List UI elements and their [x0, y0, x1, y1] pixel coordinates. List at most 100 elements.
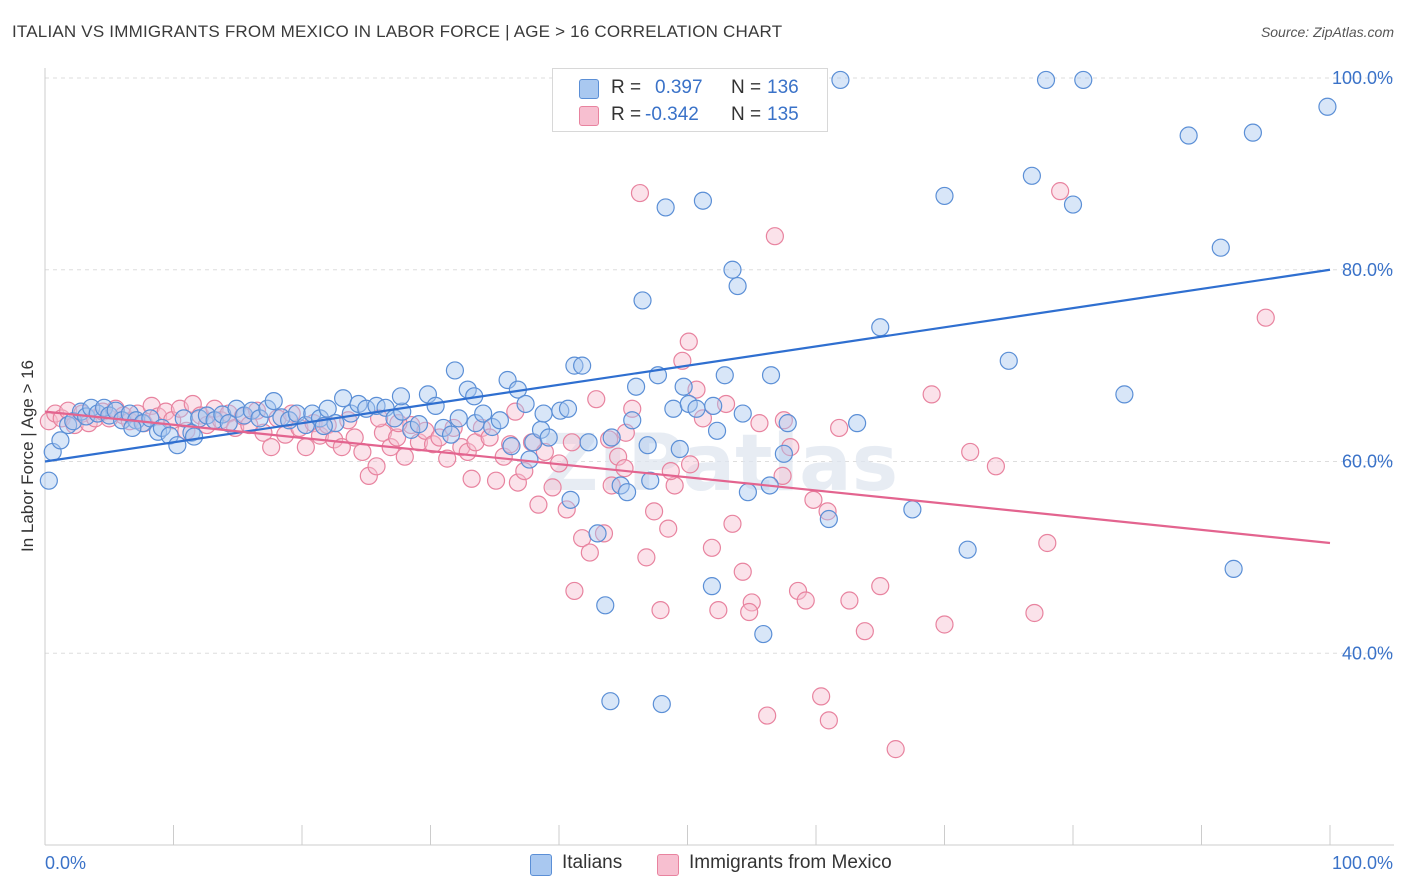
- data-point-mexico: [615, 459, 634, 478]
- data-point-mexico: [438, 449, 457, 468]
- data-point-mexico: [630, 183, 650, 203]
- series-legend: Italians Immigrants from Mexico: [0, 852, 1406, 878]
- data-point-mexico: [812, 687, 831, 706]
- data-point-italians: [441, 425, 461, 444]
- data-point-mexico: [765, 227, 784, 246]
- trend-line-italians: [44, 268, 1331, 463]
- data-point-italians: [723, 260, 742, 279]
- data-point-italians: [638, 436, 657, 455]
- legend-row-mexico: R = -0.342 N = 135: [553, 102, 827, 128]
- data-point-italians: [848, 414, 867, 433]
- data-point-italians: [618, 483, 637, 502]
- data-point-italians: [1022, 166, 1041, 185]
- data-point-mexico: [659, 519, 678, 538]
- data-point-mexico: [1051, 182, 1070, 201]
- data-point-italians: [738, 483, 757, 502]
- data-point-italians: [1318, 97, 1337, 116]
- data-point-mexico: [462, 469, 481, 488]
- data-point-italians: [831, 70, 850, 90]
- data-point-italians: [314, 416, 333, 436]
- data-point-italians: [819, 509, 838, 529]
- data-point-italians: [704, 396, 723, 415]
- data-point-italians: [334, 389, 353, 408]
- data-point-mexico: [1038, 533, 1057, 553]
- data-point-italians: [573, 356, 592, 375]
- x-tick-label: 100.0%: [1332, 853, 1393, 873]
- y-tick-label: 60.0%: [1342, 452, 1393, 472]
- legend-label: Italians: [562, 852, 623, 873]
- data-point-mexico: [353, 442, 372, 462]
- data-point-italians: [409, 415, 429, 434]
- data-point-italians: [502, 437, 521, 456]
- trend-line-mexico: [44, 410, 1331, 545]
- data-point-mexico: [693, 409, 713, 428]
- data-point-mexico: [651, 601, 670, 620]
- x-tick-label: 0.0%: [45, 853, 86, 873]
- data-point-italians: [160, 426, 179, 445]
- data-point-mexico: [395, 447, 414, 466]
- r-label: R =: [611, 104, 642, 125]
- data-point-italians: [219, 414, 238, 433]
- series-italians: [39, 70, 1337, 714]
- data-point-italians: [935, 186, 954, 206]
- legend-row-italians: R = 0.397 N = 136: [553, 75, 827, 101]
- data-point-italians: [1224, 559, 1243, 578]
- data-point-italians: [393, 402, 412, 421]
- data-point-mexico: [773, 466, 792, 485]
- data-point-italians: [958, 540, 977, 559]
- data-point-italians: [242, 401, 261, 420]
- data-point-mexico: [557, 500, 576, 519]
- data-point-italians: [250, 409, 269, 428]
- data-point-italians: [391, 387, 411, 406]
- data-point-italians: [1036, 70, 1056, 90]
- data-point-italians: [626, 377, 646, 396]
- data-point-italians: [534, 404, 553, 423]
- data-point-italians: [434, 418, 453, 438]
- data-point-mexico: [529, 495, 548, 514]
- data-point-italians: [561, 490, 580, 509]
- mexico-swatch: [657, 854, 679, 876]
- data-point-mexico: [543, 478, 562, 497]
- n-value: 135: [767, 104, 799, 125]
- data-point-mexico: [758, 706, 777, 725]
- y-axis-title: In Labor Force | Age > 16: [18, 360, 37, 552]
- data-point-italians: [656, 198, 675, 217]
- data-point-italians: [733, 404, 752, 423]
- data-point-italians: [426, 396, 445, 415]
- data-point-mexico: [830, 418, 849, 438]
- data-point-mexico: [637, 548, 656, 567]
- data-point-italians: [641, 471, 660, 490]
- data-point-italians: [596, 596, 615, 615]
- data-point-mexico: [796, 591, 815, 610]
- data-point-mexico: [1256, 308, 1275, 327]
- data-point-mexico: [430, 428, 449, 447]
- data-point-italians: [579, 433, 598, 452]
- data-point-mexico: [600, 430, 619, 449]
- data-point-italians: [318, 399, 337, 418]
- data-point-mexico: [594, 524, 614, 543]
- data-point-italians: [871, 318, 890, 337]
- data-point-mexico: [680, 455, 700, 474]
- data-point-italians: [602, 428, 621, 447]
- data-point-italians: [652, 694, 671, 714]
- data-point-mexico: [296, 438, 315, 457]
- data-point-italians: [693, 191, 713, 210]
- n-value: 136: [767, 77, 799, 98]
- data-point-mexico: [373, 423, 393, 442]
- correlation-legend: R = 0.397 N = 136 R = -0.342 N = 135: [552, 68, 828, 132]
- data-point-mexico: [580, 543, 599, 562]
- data-point-mexico: [804, 490, 823, 509]
- label-layer: 40.0% 60.0% 80.0% 100.0% 0.0% 100.0% In Labor …: [18, 68, 1393, 873]
- data-point-mexico: [788, 581, 808, 601]
- data-point-italians: [168, 436, 187, 455]
- data-point-mexico: [819, 711, 838, 730]
- data-point-italians: [1115, 385, 1134, 404]
- chart-title: ITALIAN VS IMMIGRANTS FROM MEXICO IN LAB…: [12, 22, 783, 41]
- data-point-italians: [754, 624, 773, 644]
- data-point-italians: [39, 471, 58, 490]
- data-point-mexico: [644, 502, 664, 521]
- grid-layer: [45, 77, 1394, 654]
- data-point-mexico: [750, 414, 769, 433]
- data-point-italians: [1063, 195, 1083, 214]
- data-point-italians: [778, 414, 797, 433]
